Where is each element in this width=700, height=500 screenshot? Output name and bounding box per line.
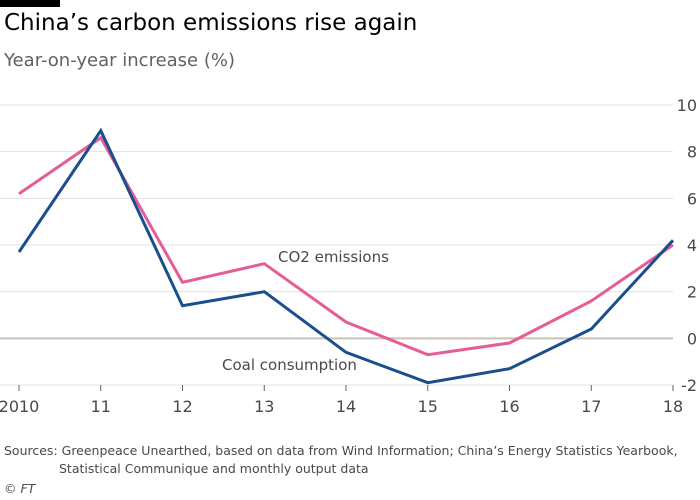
brand-bar	[0, 0, 60, 7]
chart-title: China’s carbon emissions rise again	[4, 10, 418, 36]
x-tick-label: 11	[91, 397, 111, 416]
y-tick-label: -2	[681, 376, 697, 395]
x-tick-label: 15	[418, 397, 438, 416]
x-tick-label: 17	[581, 397, 601, 416]
series-label-co2: CO2 emissions	[278, 248, 389, 266]
x-tick-label: 16	[499, 397, 519, 416]
y-tick-label: 8	[687, 143, 697, 162]
x-axis: 2010 11 12 13 14 15 16 17 18	[0, 385, 683, 416]
source-line-1: Sources: Greenpeace Unearthed, based on …	[4, 443, 678, 458]
series-line-coal	[17, 127, 675, 385]
y-tick-label: 2	[687, 283, 697, 302]
series-line-co2	[18, 135, 674, 357]
line-chart: 2010 11 12 13 14 15 16 17 18 -2 0 2 4 6 8 10 CO2 emiss…	[0, 96, 697, 416]
y-tick-label: 0	[687, 329, 697, 348]
gridlines	[0, 104, 673, 386]
series-label-coal: Coal consumption	[222, 356, 357, 374]
y-tick-label: 6	[687, 189, 697, 208]
x-tick-label: 13	[254, 397, 274, 416]
x-tick-label: 2010	[0, 397, 39, 416]
y-tick-label: 4	[687, 236, 697, 255]
credit: © FT	[4, 481, 36, 496]
y-axis: -2 0 2 4 6 8 10	[677, 96, 697, 395]
chart-subtitle: Year-on-year increase (%)	[4, 50, 236, 71]
source-line-2: Statistical Communique and monthly outpu…	[59, 461, 369, 476]
x-tick-label: 12	[172, 397, 192, 416]
series-lines	[17, 127, 675, 385]
y-tick-label: 10	[677, 96, 697, 115]
x-tick-label: 18	[663, 397, 683, 416]
source-note: Sources: Greenpeace Unearthed, based on …	[4, 442, 684, 478]
x-tick-label: 14	[336, 397, 356, 416]
